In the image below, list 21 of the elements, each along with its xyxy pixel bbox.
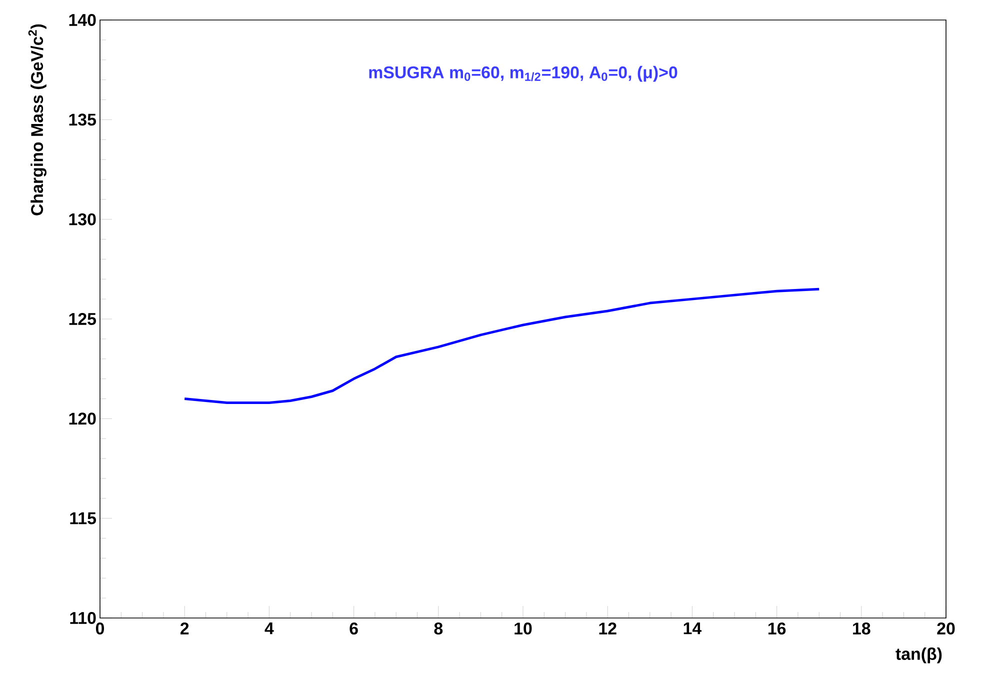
y-tick-label: 140 [69,14,96,26]
x-tick-label: 10 [514,622,532,635]
x-tick-label: 12 [599,622,616,634]
y-tick-label: 120 [69,412,96,425]
y-tick-label: 130 [69,213,96,226]
x-tick-label: 16 [768,622,786,635]
y-axis-title: Chargino Mass (GeV/c$^{2}$) [28,24,46,216]
x-tick-label: 8 [434,622,443,635]
x-tick-label: 20 [937,622,955,635]
text: mSUGRA m$_{0}$=60, m$_{1/2}$=190, A$_{0}$=0, (μ)>0 [369,66,678,82]
y-tick-label: 115 [70,512,96,524]
x-tick-label: 6 [350,622,358,635]
x-tick-label: 14 [684,622,702,634]
x-tick-label: 0 [96,622,104,635]
y-tick-label: 110 [70,612,96,624]
y-tick-label: 135 [69,114,96,126]
x-tick-label: 4 [264,622,274,634]
x-tick-label: 18 [853,622,870,635]
x-axis-title: tan(β) [896,648,942,664]
y-tick-label: 125 [69,313,96,325]
x-tick-label: 2 [180,622,189,634]
